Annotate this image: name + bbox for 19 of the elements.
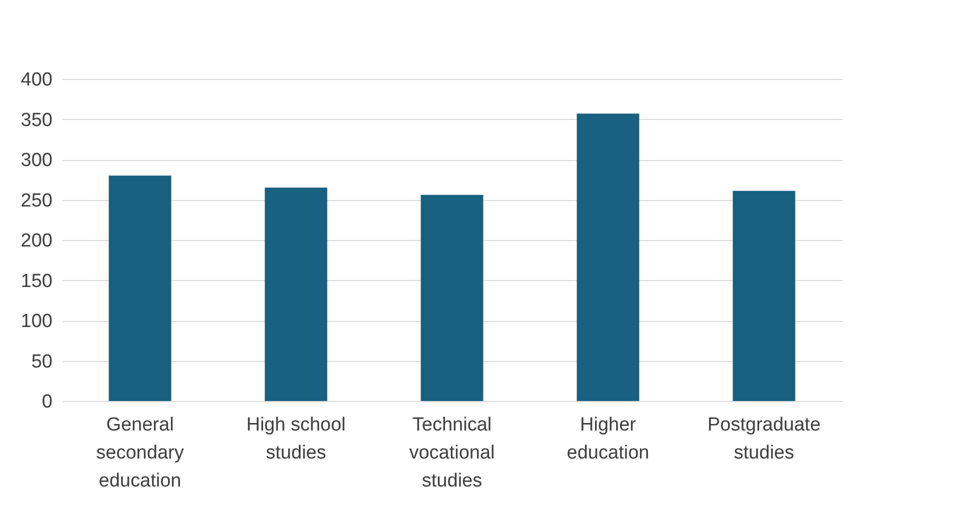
bar bbox=[732, 190, 796, 401]
x-tick-label: Higher education bbox=[566, 414, 650, 464]
y-tick-label: 350 bbox=[20, 110, 52, 131]
y-tick-label: 150 bbox=[20, 270, 52, 292]
y-tick-label: 250 bbox=[20, 190, 52, 212]
x-tick-label: General secondary education bbox=[96, 414, 184, 492]
y-tick-label: 300 bbox=[20, 150, 52, 171]
bar bbox=[264, 188, 328, 401]
x-tick-label: High school studies bbox=[246, 414, 346, 464]
x-tick-label: Technical vocational studies bbox=[409, 414, 495, 492]
bar bbox=[576, 114, 640, 401]
y-tick-label: 200 bbox=[20, 230, 52, 252]
y-tick-label: 0 bbox=[42, 392, 52, 412]
y-tick-label: 400 bbox=[20, 70, 52, 90]
y-tick-label: 100 bbox=[20, 311, 52, 332]
bar bbox=[108, 176, 172, 401]
bar bbox=[420, 194, 484, 401]
y-tick-label: 50 bbox=[31, 351, 52, 372]
x-tick-label: Postgraduate studies bbox=[707, 414, 821, 464]
